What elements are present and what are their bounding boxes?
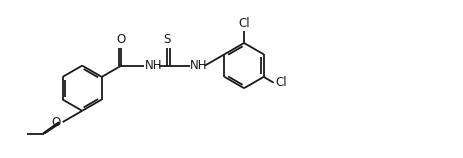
Text: NH: NH [190,59,207,72]
Text: O: O [117,33,125,46]
Text: Cl: Cl [238,17,250,30]
Text: Cl: Cl [275,76,287,89]
Text: NH: NH [144,59,162,72]
Text: O: O [52,116,61,129]
Text: S: S [163,33,170,46]
